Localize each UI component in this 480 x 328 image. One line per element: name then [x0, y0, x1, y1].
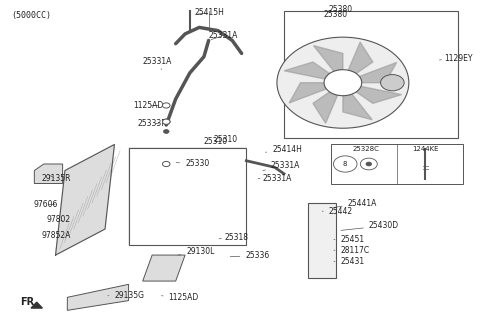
Polygon shape [143, 255, 185, 281]
Polygon shape [343, 94, 372, 120]
Text: 1129EY: 1129EY [440, 54, 473, 63]
Polygon shape [67, 284, 129, 310]
Text: 25431: 25431 [334, 257, 365, 266]
Text: 8: 8 [343, 161, 348, 167]
Bar [331, 145, 463, 183]
Text: 25380: 25380 [328, 5, 353, 14]
Text: 25414H: 25414H [265, 145, 302, 154]
Text: 25451: 25451 [334, 235, 365, 244]
Bar [284, 11, 458, 138]
Polygon shape [348, 42, 373, 73]
Text: 25430D: 25430D [341, 221, 399, 230]
Polygon shape [289, 83, 326, 103]
Text: 29130L: 29130L [178, 247, 215, 256]
Circle shape [360, 158, 377, 170]
Circle shape [163, 119, 170, 124]
Text: 25380: 25380 [324, 10, 348, 18]
Polygon shape [360, 62, 396, 83]
Text: 25328C: 25328C [353, 146, 380, 153]
Circle shape [324, 70, 362, 96]
Text: 25331A: 25331A [209, 31, 238, 40]
Circle shape [277, 37, 409, 128]
Text: 97852A: 97852A [41, 231, 71, 240]
Text: 29135G: 29135G [108, 291, 144, 300]
Text: (5000CC): (5000CC) [11, 11, 51, 20]
Text: 1125AD: 1125AD [162, 294, 199, 302]
Circle shape [163, 119, 170, 124]
Circle shape [381, 74, 404, 91]
Text: 25310: 25310 [213, 135, 238, 144]
Text: 25330: 25330 [176, 159, 209, 169]
Circle shape [163, 130, 169, 133]
Text: 97802: 97802 [46, 215, 70, 224]
Text: 1244KE: 1244KE [412, 146, 439, 153]
Text: 25415H: 25415H [194, 8, 224, 17]
Text: 28117C: 28117C [334, 246, 370, 255]
Text: 25333R: 25333R [138, 119, 168, 128]
Circle shape [163, 161, 170, 167]
Text: 25331A: 25331A [263, 161, 300, 171]
Text: FR.: FR. [20, 297, 38, 307]
Polygon shape [35, 164, 62, 183]
Text: 97606: 97606 [34, 200, 58, 209]
Polygon shape [56, 145, 114, 255]
Text: 25442: 25442 [322, 207, 353, 215]
Circle shape [334, 156, 357, 172]
Bar [129, 148, 246, 245]
Text: 1125AD: 1125AD [133, 101, 164, 110]
Polygon shape [31, 302, 42, 308]
Text: 29135R: 29135R [41, 174, 71, 183]
Text: 25331A: 25331A [143, 57, 172, 70]
Polygon shape [284, 62, 330, 79]
Circle shape [163, 103, 170, 108]
Text: 25336: 25336 [230, 251, 270, 260]
Circle shape [366, 162, 372, 166]
Polygon shape [313, 92, 337, 123]
Text: 25331A: 25331A [258, 174, 292, 183]
Text: 25310: 25310 [204, 137, 228, 146]
Polygon shape [313, 46, 343, 71]
Text: 25318: 25318 [219, 233, 248, 242]
Bar [308, 203, 336, 278]
Polygon shape [356, 86, 402, 103]
Text: 25441A: 25441A [334, 198, 377, 208]
